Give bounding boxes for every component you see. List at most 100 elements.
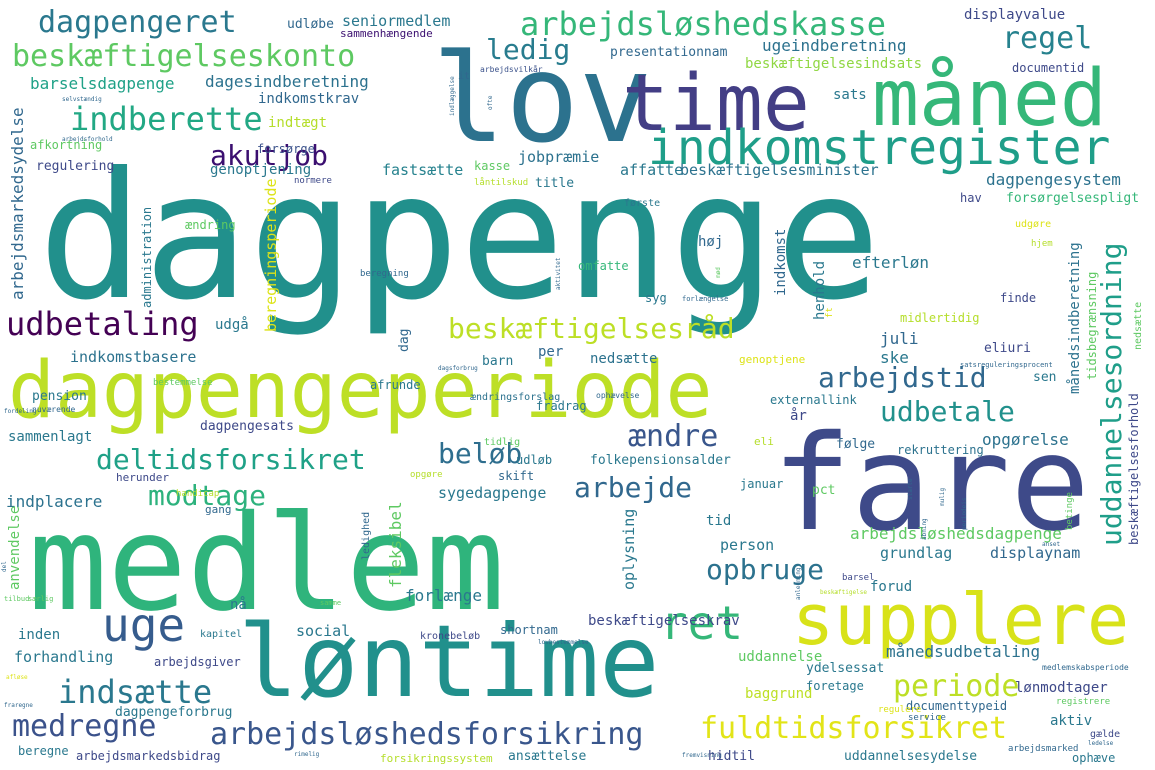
word-dagpengeret: dagpengeret (38, 5, 237, 40)
word-dagsforbrug: dagsforbrug (438, 365, 478, 372)
word-arbejdsgiver: arbejdsgiver (154, 655, 241, 669)
word-aar: år (790, 408, 807, 424)
word-anset: anset (1042, 541, 1061, 548)
word-afrunde: afrunde (370, 378, 421, 392)
word-seniormedlem: seniormedlem (342, 12, 451, 30)
word-arbejdsloeshedskasse: arbejdsløshedskasse (520, 5, 887, 43)
word-documentid: documentid (1012, 61, 1085, 75)
word-arbejdsforhold: arbejdsforhold (62, 136, 113, 143)
word-folkepensionsalder: folkepensionsalder (590, 453, 731, 468)
word-indkomstregister: indkomstregister (648, 120, 1111, 176)
word-gaelde: gælde (1090, 729, 1121, 740)
word-genoptjene: genoptjene (739, 353, 806, 366)
word-ansaettelse: ansættelse (508, 749, 587, 764)
word-barsel: barsel (842, 573, 875, 583)
word-dagpengeforbrug: dagpengeforbrug (115, 705, 233, 720)
word-moed: mød (715, 267, 722, 278)
word-modtage: modtage (148, 479, 267, 512)
word-kapitel: kapitel (200, 629, 243, 640)
word-jobpraemie: jobpræmie (518, 148, 600, 166)
word-indkomstbasere: indkomstbasere (70, 348, 197, 366)
word-pct: pct (812, 483, 836, 498)
word-satsreguleringsprocent: satsreguleringsprocent (960, 361, 1053, 369)
word-udbetale: udbetale (880, 395, 1015, 428)
word-betinge: betinge (1065, 492, 1075, 530)
word-sen: sen (1033, 370, 1057, 385)
word-saerlig: særlig (28, 595, 54, 603)
word-fraregne: fraregne (4, 702, 33, 709)
word-arbejdsloeshedsdagpenge: arbejdsløshedsdagpenge (850, 524, 1062, 543)
word-fare: fare (772, 407, 1090, 561)
word-maaned: måned (872, 54, 1107, 144)
word-sammenlagt: sammenlagt (8, 429, 93, 445)
word-oplysning: oplysning (620, 508, 638, 590)
word-forhandling: forhandling (14, 648, 114, 666)
word-social: social (296, 622, 351, 640)
word-del: del (1, 561, 8, 572)
word-forlaengelse: forlængelse (682, 295, 729, 303)
word-uge: uge (102, 598, 186, 652)
word-dagpengeperiode: dagpengeperiode (8, 346, 713, 436)
word-genoptjening: genoptjening (210, 162, 312, 178)
word-sygedagpenge: sygedagpenge (438, 484, 547, 502)
word-beskaeftigelseskrav: beskæftigelseskrav (588, 613, 740, 629)
word-periode: periode (893, 669, 1020, 704)
word-fleksibel: fleksibel (386, 501, 405, 588)
word-arbejdsmarked: arbejdsmarked (1008, 744, 1079, 754)
word-foretage: foretage (806, 679, 864, 693)
word-indtaegt: indtægt (268, 115, 328, 131)
word-barselsdagpenge: barselsdagpenge (30, 74, 175, 93)
word-tidlig: tidlig (484, 437, 521, 448)
word-sats: sats (833, 87, 867, 103)
word-handicap: handicap (176, 489, 220, 499)
word-loentime: løntime (238, 603, 660, 720)
word-beregning: beregning (360, 269, 409, 279)
word-presentationnam: presentationnam (610, 45, 728, 60)
word-aktiv: aktiv (1050, 713, 1093, 729)
word-baggrund: baggrund (745, 686, 813, 702)
word-medregne: medregne (12, 709, 157, 744)
word-ledighed: ledighed (361, 511, 372, 560)
word-anvendelse: anvendelse (7, 505, 23, 590)
word-per: per (538, 344, 564, 360)
word-beskaeftigelsesminister: beskæftigelsesminister (680, 161, 879, 179)
word-herunder: herunder (116, 471, 169, 484)
word-ledelse: ledelse (1088, 740, 1114, 747)
word-regel: regel (1002, 21, 1093, 56)
word-ugeindberetning: ugeindberetning (762, 36, 907, 55)
word-deltidsforsikret: deltidsforsikret (96, 443, 366, 476)
word-kronebeloeb: kronebeløb (420, 631, 481, 642)
word-foerste: første (624, 198, 661, 209)
word-beskaeftigelsesraad: beskæftigelsesråd (448, 312, 735, 345)
word-gang: gang (205, 503, 232, 516)
word-supplere: supplere (792, 579, 1130, 661)
word-uddannelsesydelse: uddannelsesydelse (844, 749, 978, 764)
word-juli: juli (880, 329, 919, 348)
word-afloese: afløse (6, 674, 28, 681)
word-fremvisning: fremvisning (682, 752, 722, 759)
word-arbejdsloeshedsforsikring: arbejdsløshedsforsikring (210, 717, 644, 752)
word-ret: ret (660, 596, 744, 650)
word-naa: nå (230, 597, 247, 613)
word-forlaenge: forlænge (405, 586, 483, 605)
word-displayvalue: displayvalue (964, 7, 1066, 23)
word-beskaeftigelsesindsats: beskæftigelsesindsats (745, 56, 923, 72)
word-affatte: affatte (620, 161, 684, 179)
word-title: title (535, 176, 575, 191)
word-loenmodtager: lønmodtager (1015, 680, 1108, 696)
word-starte: starte (907, 478, 914, 500)
word-maanedsindberetning: månedsindberetning (1067, 242, 1083, 394)
word-udbetaling: udbetaling (6, 305, 199, 343)
word-udloeb: udløb (516, 453, 553, 467)
word-arbejdsmarkedsydelse: arbejdsmarkedsydelse (8, 107, 27, 300)
word-arbejdsvilkaar: arbejdsvilkår (480, 65, 543, 74)
word-kasse: kasse (474, 159, 511, 173)
word-shortnam: shortnam (500, 623, 558, 637)
word-tid: tid (706, 513, 732, 529)
word-syg: syg (645, 291, 667, 305)
word-fastsaette: fastsætte (382, 161, 464, 179)
word-hjem: hjem (1031, 239, 1053, 249)
word-udgaa: udgå (215, 317, 249, 333)
word-externallink: externallink (770, 393, 857, 407)
